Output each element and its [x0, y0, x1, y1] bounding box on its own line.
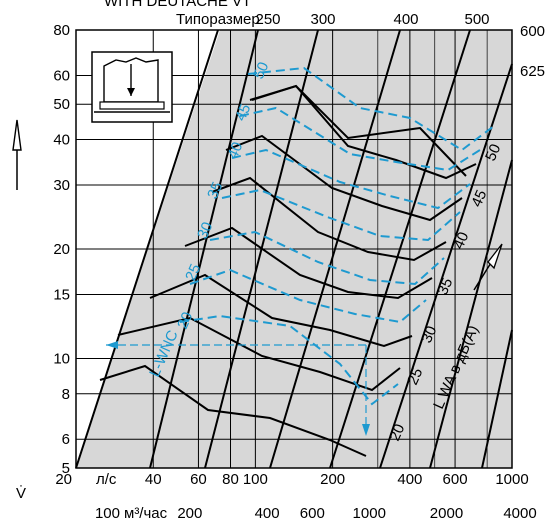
- lwa-curves: [99, 84, 477, 457]
- nc-level-label: 25: [182, 261, 204, 283]
- y-tick-label: 6: [62, 431, 70, 448]
- size-line: [149, 29, 259, 469]
- x-tick-label-m3h: 200: [177, 505, 202, 522]
- nc-curve: [247, 66, 495, 152]
- plot-frame: [75, 29, 513, 469]
- size-label: 625: [520, 63, 545, 80]
- y-tick-label: 50: [53, 96, 70, 113]
- x-tick-label-m3h: 2000: [430, 505, 463, 522]
- y-tick-label: 60: [53, 67, 70, 84]
- y-tick-label: 80: [53, 22, 70, 39]
- lwa-level-label: 25: [404, 365, 426, 387]
- lwa-curve: [149, 273, 413, 348]
- x-tick-label-m3h: 4000: [503, 505, 536, 522]
- lwa-curve: [99, 364, 367, 457]
- x-tick-label-m3h: 600: [300, 505, 325, 522]
- size-label: 250: [255, 11, 280, 28]
- x-tick-label-ls: 200: [320, 471, 345, 488]
- size-line: [379, 63, 513, 469]
- y-tick-label: 10: [53, 351, 70, 368]
- nc-guide: [106, 341, 370, 436]
- x-tick-labels-ls: 20 40 60 80 100 200 400 600 1000: [55, 471, 528, 488]
- lwa-level-label: 40: [450, 229, 472, 251]
- lwa-curve: [211, 176, 447, 262]
- size-labels: 250 300 400 500 600 625: [255, 11, 545, 80]
- lwa-curve-top: [251, 84, 467, 177]
- y-tick-label: 15: [53, 286, 70, 303]
- x-tick-label-m3h: 400: [255, 505, 280, 522]
- size-line: [329, 29, 471, 469]
- lwa-level-label: 45: [468, 187, 490, 209]
- y-tick-label: 30: [53, 177, 70, 194]
- nc-curve: [239, 106, 481, 172]
- size-label: 300: [310, 11, 335, 28]
- size-label: 600: [520, 23, 545, 40]
- lwa-level-label: 20: [386, 421, 408, 443]
- nc-curve: [221, 188, 461, 242]
- nc-curve: [231, 148, 471, 210]
- x-tick-label-ls: 600: [443, 471, 468, 488]
- x-tick-label-m3h: 100: [95, 505, 120, 522]
- size-label: 500: [464, 11, 489, 28]
- nc-level-label: 50: [250, 59, 272, 81]
- x-tick-label-ls: 400: [397, 471, 422, 488]
- lwa-curve: [184, 226, 433, 300]
- lwa-level-label: 50: [482, 141, 504, 163]
- lwa-level-label: 30: [418, 323, 440, 345]
- lwa-curve: [117, 316, 401, 392]
- y-tick-label: 20: [53, 241, 70, 258]
- y-tick-labels: 5 6 8 10 15 20 30 40 50 60 80: [53, 22, 70, 477]
- x-tick-label-ls: 1000: [495, 471, 528, 488]
- x-tick-label-ls: 60: [190, 471, 207, 488]
- lwa-direction-arrow-icon: [473, 243, 503, 291]
- x-unit-ls: л/с: [96, 471, 117, 488]
- x-tick-label-m3h: 1000: [353, 505, 386, 522]
- nc-level-label: 45: [232, 101, 254, 123]
- nc-level-label: 20: [174, 309, 196, 331]
- nc-level-label: 30: [194, 219, 216, 241]
- lwa-curve: [225, 134, 463, 222]
- y-axis-symbol: V̇: [16, 485, 26, 502]
- typerazmer-label: Типоразмер: [176, 11, 260, 28]
- bottom-margin: [0, 468, 552, 522]
- x-tick-label-ls: 100: [243, 471, 268, 488]
- nc-level-label: 35: [204, 179, 226, 201]
- nc-curve: [189, 268, 427, 324]
- level-labels: 20 25 30 35 40 45 50 20 25 30 35 40 45 50: [174, 59, 504, 443]
- nc-level-label: 40: [224, 139, 246, 161]
- y-tick-label: 40: [53, 132, 70, 149]
- lwa-level-label: 35: [434, 275, 456, 297]
- grid: [75, 29, 513, 469]
- y-direction-arrow-icon: [12, 119, 22, 190]
- y-tick-label: 5: [62, 460, 70, 477]
- x-tick-labels-m3h: 100 200 400 600 1000 2000 4000: [95, 505, 537, 522]
- size-lines: [75, 29, 513, 469]
- size-line: [481, 329, 513, 469]
- x-tick-label-ls: 40: [145, 471, 162, 488]
- x-unit-m3h: м³/час: [124, 505, 168, 522]
- size-label: 400: [393, 11, 418, 28]
- size-line: [429, 159, 513, 469]
- diffuser-icon: [91, 51, 173, 123]
- y-tick-label: 8: [62, 386, 70, 403]
- size-line: [269, 29, 401, 469]
- x-tick-label-ls: 80: [222, 471, 239, 488]
- nc-curve: [209, 230, 445, 286]
- header-cut-text: WITH DEUTACHE VT: [104, 0, 251, 10]
- x-tick-label-ls: 20: [55, 471, 72, 488]
- size-line: [75, 29, 219, 469]
